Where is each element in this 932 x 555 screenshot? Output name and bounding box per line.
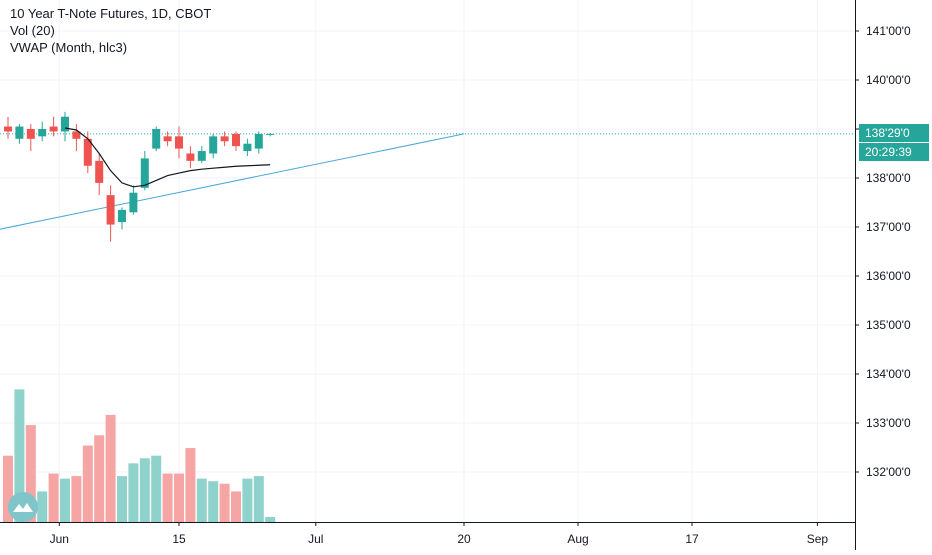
candle-body[interactable]	[129, 192, 138, 213]
candle-body[interactable]	[175, 136, 183, 149]
volume-bar	[128, 463, 139, 522]
candle-body[interactable]	[38, 129, 47, 137]
candle-body[interactable]	[83, 138, 92, 166]
candle-body[interactable]	[152, 129, 161, 149]
volume-bar	[196, 478, 207, 522]
volume-bar	[60, 478, 70, 522]
volume-bar	[253, 476, 264, 522]
candle-body[interactable]	[232, 133, 240, 147]
volume-bar	[14, 389, 25, 522]
volume-bar	[48, 473, 59, 522]
candle-body[interactable]	[49, 126, 58, 132]
price-axis-label: 137'00'0	[866, 220, 911, 234]
candle-body[interactable]	[243, 143, 252, 152]
volume-bar	[37, 491, 48, 522]
legend-vwap: VWAP (Month, hlc3)	[10, 40, 128, 55]
volume-bar	[174, 473, 184, 522]
volume-bar	[231, 491, 241, 522]
time-axis-label: Jun	[50, 532, 69, 546]
legend-title: 10 Year T-Note Futures, 1D, CBOT	[10, 6, 212, 21]
volume-bar	[94, 435, 105, 522]
bar-countdown-label: 20:29:39	[859, 143, 929, 161]
price-axis-label: 134'00'0	[866, 367, 911, 381]
price-axis-label: 135'00'0	[866, 318, 911, 332]
candle-body[interactable]	[209, 136, 218, 154]
time-axis-label: Aug	[567, 532, 588, 546]
volume-bar	[82, 445, 93, 522]
volume-bar	[185, 448, 196, 522]
volume-bar	[208, 481, 219, 522]
volume-bar	[242, 478, 253, 522]
trend-line[interactable]	[0, 133, 465, 239]
candle-body[interactable]	[95, 160, 104, 183]
volume-bar	[117, 476, 127, 522]
candle-body[interactable]	[254, 133, 263, 149]
candle-body[interactable]	[106, 195, 115, 225]
price-axis-label: 133'00'0	[866, 416, 911, 430]
volume-bar	[139, 458, 150, 522]
last-price-label: 138'29'0	[859, 124, 929, 142]
time-axis-label: 17	[685, 532, 699, 546]
price-axis-label: 141'00'0	[866, 24, 911, 38]
candle-body[interactable]	[220, 136, 229, 142]
legend-volume: Vol (20)	[10, 23, 55, 38]
time-axis-label: Jul	[308, 532, 323, 546]
candle-body[interactable]	[4, 126, 12, 132]
candle-body[interactable]	[163, 136, 172, 142]
chart-legend: 10 Year T-Note Futures, 1D, CBOT Vol (20…	[10, 5, 211, 56]
time-axis-label: 20	[457, 532, 471, 546]
price-axis-label: 132'00'0	[866, 465, 911, 479]
volume-bar	[265, 516, 276, 522]
price-axis-label: 140'00'0	[866, 73, 911, 87]
volume-bar	[151, 455, 162, 522]
volume-bar	[3, 455, 13, 522]
candle-body[interactable]	[197, 151, 206, 161]
candle-body[interactable]	[140, 158, 149, 188]
time-axis-label: 15	[172, 532, 186, 546]
candle-body[interactable]	[61, 116, 69, 132]
volume-bar	[25, 425, 36, 522]
volume-bar	[71, 476, 82, 522]
candle-body[interactable]	[118, 209, 126, 223]
vwap-line	[64, 127, 271, 188]
candle-body[interactable]	[26, 129, 35, 139]
time-axis-label: Sep	[807, 532, 829, 546]
tradingview-logo-icon[interactable]	[8, 492, 38, 522]
candle-body[interactable]	[186, 153, 195, 161]
volume-bar	[219, 483, 230, 522]
price-axis-label: 136'00'0	[866, 269, 911, 283]
candle-body[interactable]	[266, 133, 275, 135]
volume-bar	[105, 414, 116, 522]
volume-bar	[162, 473, 173, 522]
price-axis-label: 138'00'0	[866, 171, 911, 185]
candle-body[interactable]	[72, 131, 81, 139]
candle-body[interactable]	[15, 126, 24, 139]
